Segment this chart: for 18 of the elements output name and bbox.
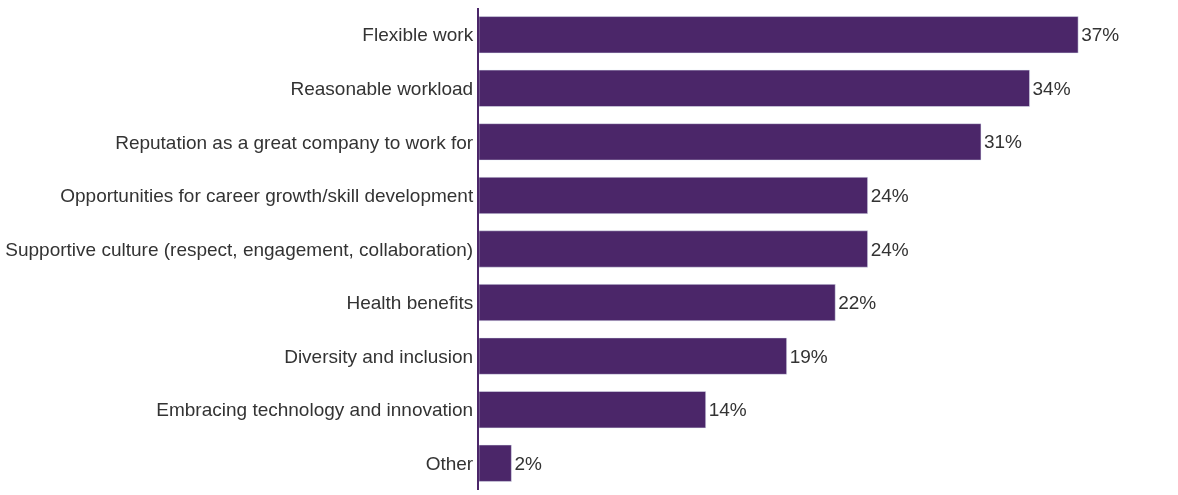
y-tick-label: Reputation as a great company to work for [115,131,474,153]
data-label: 2% [514,452,542,474]
y-tick-label: Reasonable workload [290,77,474,99]
y-tick-label: Opportunities for career growth/skill development [60,185,474,207]
data-label: 14% [708,399,747,421]
y-tick-label: Flexible work [362,24,474,46]
data-label: 19% [789,345,828,367]
data-label: 37% [1081,24,1120,46]
y-tick-label: Diversity and inclusion [284,345,474,367]
data-label: 24% [870,184,909,206]
data-label: 24% [870,238,909,260]
data-label: 22% [838,292,877,314]
data-label: 34% [1032,77,1071,99]
data-label: 31% [983,131,1023,153]
y-tick-label: Other [425,452,474,474]
y-tick-label: Supportive culture (respect, engagement, collaboration) [5,238,474,260]
y-tick-label: Health benefits [346,292,474,314]
y-tick-label: Embracing technology and innovation [156,399,474,421]
